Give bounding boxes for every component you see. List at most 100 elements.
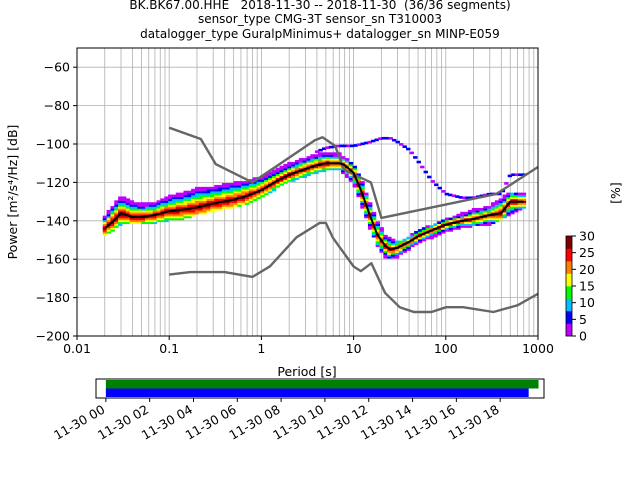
- density-cell: [467, 211, 473, 215]
- density-cell: [383, 246, 388, 249]
- density-cell: [168, 215, 173, 219]
- density-cell: [302, 165, 308, 169]
- density-cell: [306, 167, 311, 171]
- density-cell: [233, 200, 238, 203]
- density-cell: [471, 219, 477, 223]
- density-cell: [106, 217, 111, 221]
- density-cell: [225, 183, 231, 186]
- density-cell: [437, 232, 442, 236]
- density-cell: [464, 225, 469, 228]
- density-cell: [106, 225, 111, 228]
- density-cell: [294, 167, 300, 171]
- outlier-cell: [370, 139, 376, 143]
- density-cell: [148, 215, 154, 219]
- density-cell: [233, 184, 238, 188]
- density-cell: [402, 244, 407, 248]
- colorbar-segment: [566, 261, 572, 274]
- density-cell: [452, 227, 457, 230]
- density-cell: [179, 209, 185, 213]
- density-cell: [225, 204, 231, 207]
- density-cell: [141, 213, 146, 217]
- density-cell: [410, 240, 415, 244]
- density-cell: [321, 165, 327, 169]
- density-cell: [502, 202, 507, 205]
- density-cell: [337, 165, 342, 169]
- density-cell: [171, 198, 177, 201]
- density-cell: [429, 231, 434, 234]
- density-cell: [456, 223, 461, 226]
- density-cell: [464, 223, 469, 226]
- density-cell: [210, 207, 215, 211]
- density-cell: [195, 200, 200, 203]
- density-cell: [414, 242, 419, 246]
- density-cell: [318, 169, 323, 173]
- density-cell: [502, 194, 507, 198]
- density-cell: [452, 215, 457, 219]
- density-cell: [160, 207, 165, 211]
- density-cell: [333, 152, 338, 155]
- density-cell: [391, 242, 396, 246]
- density-cell: [410, 236, 415, 240]
- outlier-cell: [342, 144, 348, 148]
- density-cell: [252, 192, 258, 196]
- density-cell: [195, 202, 200, 205]
- chart-title-line-2: sensor_type CMG-3T sensor_sn T310003: [197, 12, 443, 26]
- x-tick-label: 10: [346, 341, 362, 356]
- density-cell: [183, 204, 188, 207]
- density-cell: [398, 240, 404, 244]
- density-cell: [333, 154, 338, 157]
- density-cell: [156, 209, 161, 213]
- colorbar-tick-label: 0: [579, 329, 587, 344]
- density-cell: [218, 207, 223, 211]
- density-cell: [464, 215, 469, 219]
- density-cell: [483, 223, 488, 226]
- density-cell: [148, 204, 154, 207]
- density-cell: [325, 159, 331, 163]
- density-cell: [145, 202, 150, 205]
- colorbar-tick-label: 15: [579, 279, 595, 294]
- density-cell: [118, 219, 123, 223]
- density-cell: [514, 198, 519, 201]
- density-cell: [375, 244, 381, 248]
- density-cell: [306, 173, 311, 177]
- density-cell: [279, 165, 284, 169]
- grid-lines: [76, 48, 538, 337]
- density-cell: [145, 207, 150, 211]
- density-cell: [318, 152, 323, 155]
- density-cell: [118, 207, 123, 211]
- density-cell: [402, 238, 407, 242]
- density-cell: [260, 179, 265, 182]
- density-cell: [221, 198, 227, 201]
- density-cell: [337, 159, 342, 163]
- density-cell: [175, 194, 181, 198]
- density-cell: [206, 190, 211, 194]
- density-cell: [287, 163, 292, 167]
- density-cell: [233, 194, 238, 198]
- outlier-cell: [455, 195, 460, 198]
- axes-frame: [76, 47, 539, 337]
- density-cell: [517, 198, 523, 201]
- density-cell: [414, 240, 419, 244]
- density-cell: [102, 217, 108, 221]
- density-cell: [379, 242, 384, 246]
- density-cell: [387, 254, 392, 257]
- density-cell: [133, 211, 138, 215]
- outlier-cell: [363, 141, 369, 145]
- density-cell: [483, 219, 488, 223]
- density-cell: [391, 240, 396, 244]
- density-cell: [333, 165, 338, 169]
- density-cell: [475, 213, 480, 217]
- density-cell: [106, 215, 111, 219]
- density-cell: [218, 198, 223, 201]
- density-cell: [206, 200, 211, 203]
- outlier-cell: [328, 145, 334, 149]
- density-cell: [168, 196, 173, 200]
- density-cell: [329, 156, 334, 159]
- density-cell: [179, 204, 185, 207]
- density-cell: [506, 206, 511, 209]
- outlier-cell: [504, 182, 509, 185]
- density-cell: [387, 236, 392, 240]
- density-cell: [367, 223, 373, 226]
- density-cell: [364, 207, 369, 211]
